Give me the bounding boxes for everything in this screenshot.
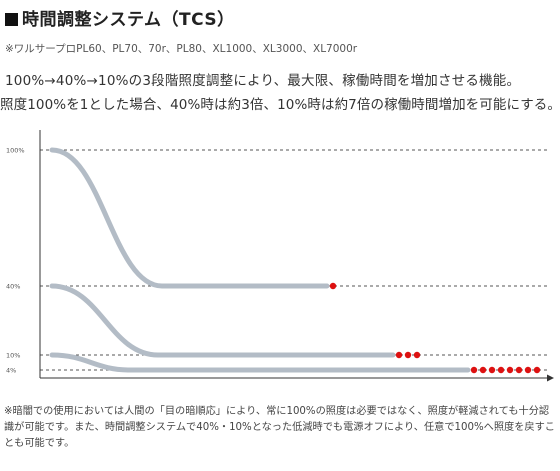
y-tick-label: 40% — [6, 283, 20, 291]
y-tick-labels: 100% 40% 10% 4% — [6, 147, 25, 375]
curve-series-1 — [49, 147, 330, 289]
curve-series-2 — [49, 283, 396, 358]
dots — [329, 282, 541, 374]
dot-marker — [533, 366, 541, 374]
description-line-2: 照度100%を1とした場合、40%時は約3倍、10%時は約7倍の稼働時間増加を可… — [0, 97, 560, 113]
description-line-1: 100%→40%→10%の3段階照度調整により、最大限、稼働時間を増加させる機能… — [5, 73, 521, 89]
model-list: ※ワルサープロPL60、PL70、70r、PL80、XL1000、XL3000、… — [5, 43, 358, 55]
y-tick-label: 4% — [6, 367, 16, 375]
dot-marker — [413, 351, 421, 359]
dot-marker — [329, 282, 337, 290]
dot-marker — [404, 351, 412, 359]
dot-marker — [515, 366, 523, 374]
y-tick-label: 10% — [6, 352, 20, 360]
dot-marker — [395, 351, 403, 359]
axes — [39, 130, 554, 382]
dot-marker — [479, 366, 487, 374]
page-title: 時間調整システム（TCS） — [5, 5, 235, 30]
footnote: ※暗闇での使用においては人間の「目の暗順応」により、常に100%の照度は必要では… — [4, 406, 555, 449]
tcs-chart: 100% 40% 10% 4% — [6, 130, 554, 382]
dot-marker — [488, 366, 496, 374]
dot-marker — [497, 366, 505, 374]
dot-marker — [524, 366, 532, 374]
dot-marker — [470, 366, 478, 374]
curves — [49, 147, 471, 373]
y-tick-label: 100% — [6, 147, 25, 155]
dot-marker — [506, 366, 514, 374]
curve-series-3 — [49, 352, 471, 373]
x-axis-arrow-icon — [547, 374, 554, 382]
title-text: 時間調整システム（TCS） — [22, 10, 235, 30]
grid-lines — [40, 149, 548, 371]
title-square-icon — [5, 13, 18, 26]
